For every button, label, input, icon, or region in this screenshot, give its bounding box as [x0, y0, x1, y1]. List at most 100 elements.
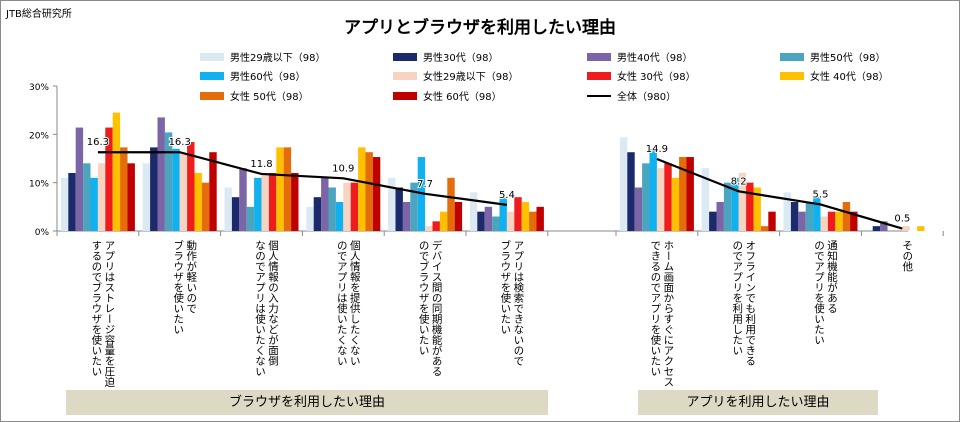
total-series-line [97, 151, 508, 206]
legend-swatch [780, 53, 804, 61]
bar [813, 197, 821, 231]
bar [753, 187, 761, 231]
bar [268, 173, 277, 231]
bar [90, 177, 98, 231]
x-category-label: デバイス間の同期機能がある [431, 239, 443, 376]
bar [709, 211, 717, 231]
legend-swatch [393, 92, 417, 100]
bar [477, 211, 485, 231]
bar [880, 221, 888, 231]
bar [68, 173, 76, 231]
x-category-label: アプリは検索できないので [512, 240, 524, 366]
bar [805, 202, 814, 231]
bar [395, 187, 403, 231]
legend-swatch [780, 72, 804, 80]
bar [306, 206, 314, 231]
legend-swatch [587, 53, 611, 61]
bar [283, 147, 292, 231]
legend-swatch [200, 92, 224, 100]
bar [410, 182, 418, 231]
legend-swatch [200, 53, 224, 61]
x-category-label: のでブラウザを使いたい [418, 240, 430, 356]
legend-label: 女性29歳以下（98） [423, 70, 518, 83]
total-data-label: 14.9 [646, 144, 668, 155]
bar [506, 211, 515, 231]
x-category-label: 通知機能がある [826, 240, 838, 314]
bar [372, 157, 381, 231]
bar [820, 216, 828, 231]
total-data-label: 5.5 [813, 189, 829, 200]
bar [827, 211, 836, 231]
bar [499, 197, 507, 231]
bar [902, 226, 910, 231]
bar [432, 221, 440, 231]
legend-swatch [200, 72, 224, 80]
x-category-label: オフラインでも利用できる [744, 240, 756, 366]
bar [350, 182, 359, 231]
bar [649, 148, 657, 231]
y-tick-label: 10% [29, 180, 49, 190]
bar [276, 147, 284, 231]
total-data-label: 0.5 [894, 214, 910, 225]
bar [469, 192, 478, 231]
bar [246, 206, 255, 231]
x-category-label: 個人情報の入力などが面倒 [267, 239, 279, 366]
bar [254, 177, 262, 231]
bar [164, 132, 173, 231]
x-category-label: のでアプリは使いたくない [336, 240, 348, 366]
bar [738, 173, 747, 231]
bar [439, 211, 448, 231]
bar [388, 177, 396, 231]
bar [313, 197, 322, 231]
bar [529, 211, 537, 231]
bar [872, 226, 881, 231]
legend-label: 女性 30代（98） [617, 70, 696, 83]
bar [492, 216, 500, 231]
bar [686, 157, 694, 231]
legend-label: 女性 40代（98） [810, 70, 889, 83]
x-category-label: のでアプリを利用したい [731, 240, 743, 356]
x-category-label: その他 [901, 240, 913, 272]
legend-label: 男性40代（98） [617, 51, 692, 64]
bar [239, 168, 247, 231]
bar [83, 163, 91, 231]
bar [798, 211, 806, 231]
bar [723, 182, 732, 231]
bar [768, 211, 776, 231]
bar [679, 157, 687, 231]
total-data-label: 16.3 [87, 137, 109, 148]
bar [656, 168, 665, 231]
bar [783, 192, 791, 231]
x-category-label: なのでアプリは使いたくない [254, 240, 266, 377]
bar [454, 202, 463, 231]
legend-label: 女性 60代（98） [423, 90, 502, 103]
total-data-label: 8.2 [731, 176, 747, 187]
x-category-label: ホーム画面からすぐにアクセス [662, 240, 674, 387]
legend-swatch [587, 72, 611, 80]
bar [328, 187, 336, 231]
bar [343, 182, 351, 231]
x-category-label: できるのでアプリを使いたい [649, 240, 661, 377]
y-tick-label: 0% [35, 228, 50, 238]
total-data-label: 11.8 [250, 159, 272, 170]
bar [157, 117, 165, 231]
legend-label: 男性50代（98） [810, 51, 885, 64]
bar [716, 202, 724, 231]
bar [231, 197, 240, 231]
bar [484, 206, 493, 231]
total-data-label: 5.4 [499, 190, 515, 201]
bar [642, 163, 650, 231]
bar [671, 177, 680, 231]
total-data-label: 16.3 [169, 137, 191, 148]
bar [402, 202, 411, 231]
x-category-label: アプリはストレージ容量を圧迫 [103, 240, 115, 388]
x-category-label: 個人情報を提供したくない [349, 239, 361, 366]
bar [627, 152, 635, 231]
bar [842, 202, 851, 231]
legend-label: 女性 50代（98） [230, 90, 309, 103]
bar [75, 127, 84, 231]
bar [536, 206, 544, 231]
bar [179, 153, 188, 231]
bar [201, 182, 210, 231]
x-category-label: のでアプリを使いたい [813, 240, 825, 345]
